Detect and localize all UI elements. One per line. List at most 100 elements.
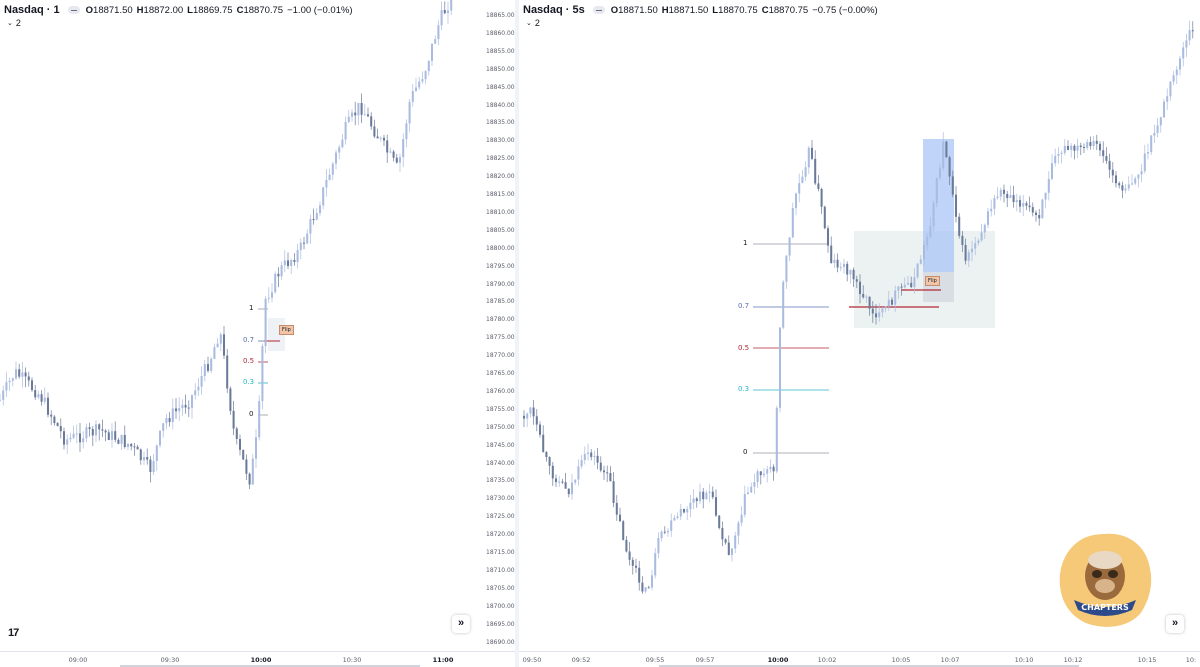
candle-body — [1140, 171, 1143, 175]
candle-body — [916, 263, 919, 278]
right-scrollbar[interactable] — [659, 665, 1079, 667]
candle-body — [318, 205, 322, 214]
time-tick: 10:30 — [342, 656, 362, 664]
price-tick: 18725.00 — [486, 513, 515, 521]
candle-body — [542, 434, 545, 452]
candle-body — [596, 455, 599, 463]
candle-body — [133, 446, 136, 448]
close-value: C18870.75 — [236, 4, 284, 16]
candle-body — [775, 407, 778, 472]
candle-body — [522, 415, 526, 419]
candle-body — [954, 194, 958, 217]
left-price-chart[interactable] — [0, 0, 515, 651]
candle-body — [114, 431, 117, 440]
left-scrollbar[interactable] — [120, 665, 420, 667]
candle-body — [248, 473, 251, 485]
candle-body — [599, 462, 602, 471]
candle-body — [609, 473, 612, 482]
candle-body — [30, 380, 34, 391]
collapse-legend-icon[interactable] — [67, 6, 80, 14]
candle-body — [926, 237, 929, 245]
low-value: L18870.75 — [712, 4, 758, 16]
flip-label: Flip — [279, 325, 294, 335]
left-symbol-title[interactable]: Nasdaq · 1 — [4, 4, 60, 16]
indicators-toggle[interactable]: ⌄ 2 — [523, 17, 543, 28]
candle-body — [82, 438, 85, 443]
candle-body — [906, 282, 910, 285]
candle-body — [0, 399, 2, 401]
left-chart-pane[interactable]: Nasdaq · 1 O18871.50 H18872.00 L18869.75… — [0, 0, 515, 667]
candle-body — [682, 508, 686, 513]
candle-body — [823, 206, 826, 229]
indicator-count: 2 — [534, 17, 540, 28]
collapse-legend-icon[interactable] — [592, 6, 605, 14]
candle-body — [226, 355, 229, 389]
candle-body — [554, 478, 558, 483]
candle-body — [418, 81, 421, 88]
candle-body — [1159, 117, 1162, 126]
price-tick: 18810.00 — [486, 208, 515, 216]
candle-body — [708, 491, 711, 493]
candle-body — [270, 292, 274, 298]
right-symbol-title[interactable]: Nasdaq · 5s — [523, 4, 585, 16]
candle-body — [961, 235, 964, 245]
candle-body — [37, 394, 40, 398]
candle-body — [85, 427, 88, 439]
pane-divider[interactable] — [515, 0, 519, 667]
candle-body — [980, 232, 983, 241]
candle-body — [1162, 101, 1166, 118]
candle-body — [772, 466, 775, 472]
tradingview-logo[interactable]: 17 — [8, 627, 19, 639]
candle-body — [434, 39, 437, 44]
fib-label-0-3: 0.3 — [738, 385, 750, 393]
candle-body — [1054, 155, 1057, 164]
candle-body — [235, 428, 238, 439]
candle-body — [395, 157, 398, 163]
candle-body — [590, 452, 593, 457]
right-price-chart[interactable] — [519, 0, 1200, 651]
candle-body — [312, 218, 315, 220]
candle-body — [830, 245, 833, 263]
candle-body — [344, 122, 347, 140]
price-tick: 18820.00 — [486, 173, 515, 181]
candle-body — [983, 224, 986, 233]
right-chart-pane[interactable]: Nasdaq · 5s O18871.50 H18871.50 L18870.7… — [519, 0, 1200, 667]
scroll-to-realtime-button[interactable]: » — [1166, 615, 1184, 633]
candle-body — [162, 423, 165, 431]
price-tick: 18770.00 — [486, 352, 515, 360]
candle-body — [798, 183, 801, 194]
candle-body — [152, 461, 155, 473]
price-tick: 18740.00 — [486, 459, 515, 467]
candle-body — [884, 306, 887, 309]
candle-body — [913, 277, 916, 288]
candle-body — [1130, 183, 1134, 185]
candle-body — [363, 114, 366, 116]
candle-body — [839, 267, 842, 269]
candle-body — [807, 147, 810, 168]
candle-body — [852, 269, 855, 280]
candle-body — [66, 439, 69, 445]
time-tick: 09:57 — [695, 656, 715, 664]
candle-body — [1105, 156, 1108, 161]
time-axis[interactable]: 09:00 09:30 10:00 10:30 11:00 — [0, 651, 515, 667]
candle-body — [526, 413, 529, 419]
candle-body — [229, 388, 232, 411]
time-tick: 10:07 — [940, 656, 960, 664]
price-tick: 18795.00 — [486, 262, 515, 270]
candle-body — [414, 87, 418, 91]
time-axis[interactable]: 09:50 09:52 09:55 09:57 10:00 10:02 10:0… — [519, 651, 1200, 667]
candle-body — [583, 453, 586, 461]
indicators-toggle[interactable]: ⌄ 2 — [4, 17, 24, 28]
candle-body — [743, 494, 746, 515]
candle-body — [622, 521, 625, 540]
candle-body — [69, 437, 72, 440]
candle-body — [801, 176, 804, 184]
candle-body — [1134, 178, 1137, 184]
scroll-to-realtime-button[interactable]: » — [452, 615, 470, 633]
price-axis[interactable]: 18865.00 18860.00 18855.00 18850.00 18845.00… — [476, 0, 515, 651]
candle-body — [171, 408, 174, 423]
candle-body — [868, 296, 871, 309]
right-legend: Nasdaq · 5s O18871.50 H18871.50 L18870.7… — [523, 3, 878, 17]
candle-body — [711, 491, 714, 498]
candle-body — [724, 539, 727, 543]
